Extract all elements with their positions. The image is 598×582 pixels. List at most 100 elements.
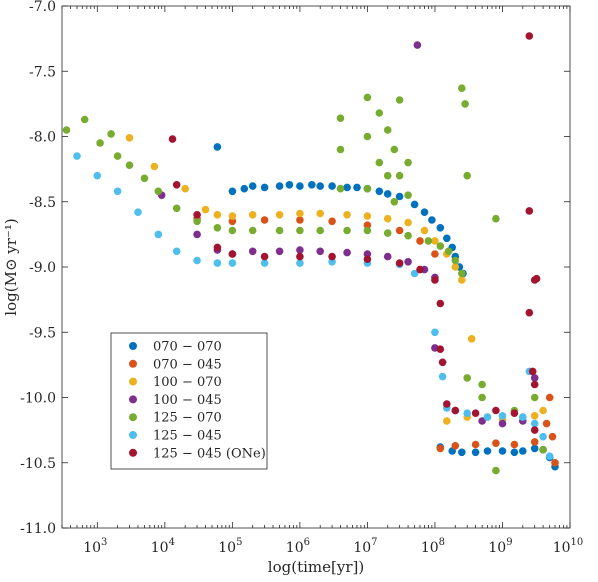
x-tick-label: 108 <box>421 537 445 556</box>
data-point <box>172 247 181 256</box>
data-point <box>363 255 372 263</box>
data-point <box>532 274 541 283</box>
legend-label: 070 − 070 <box>153 340 222 355</box>
data-point <box>395 192 404 201</box>
data-point <box>443 234 451 243</box>
legend-box <box>110 332 268 470</box>
data-point <box>181 184 189 193</box>
data-point <box>530 438 539 446</box>
legend-label: 125 − 070 <box>153 411 222 426</box>
data-point <box>248 211 257 219</box>
data-point <box>471 448 480 457</box>
data-point <box>492 214 500 223</box>
data-point <box>240 184 249 193</box>
data-point <box>248 247 257 256</box>
data-point <box>383 252 392 261</box>
data-point <box>228 217 237 226</box>
legend-marker <box>129 377 137 386</box>
data-point <box>363 184 372 193</box>
data-point <box>383 229 392 237</box>
data-point <box>107 130 115 138</box>
x-tick-label: 107 <box>353 537 377 556</box>
data-point <box>420 226 429 235</box>
data-point <box>316 226 325 235</box>
data-point <box>193 230 201 239</box>
data-point <box>528 367 537 376</box>
data-point <box>248 226 257 235</box>
data-point <box>275 211 284 219</box>
data-point <box>436 242 445 250</box>
data-point <box>525 308 534 317</box>
data-point <box>463 409 472 418</box>
data-point <box>296 216 304 224</box>
data-point <box>395 171 404 180</box>
legend-marker <box>129 342 137 350</box>
y-axis-label: log(M⊙ yr⁻¹) <box>2 218 20 315</box>
data-point <box>316 182 325 190</box>
data-point <box>539 406 547 415</box>
data-point <box>498 412 507 420</box>
data-point <box>431 328 439 337</box>
data-point <box>228 212 237 220</box>
data-point <box>275 226 284 235</box>
data-point <box>424 237 433 245</box>
data-point <box>113 152 122 160</box>
data-point <box>545 452 554 461</box>
data-point <box>80 115 89 124</box>
data-point <box>395 96 404 104</box>
data-point <box>451 406 460 415</box>
data-point <box>510 448 519 457</box>
data-point <box>492 439 500 448</box>
data-point <box>539 432 547 441</box>
data-point <box>328 252 336 261</box>
data-point <box>395 259 404 267</box>
data-point <box>296 226 304 235</box>
y-axis: -11.0 -10.5 -10.0 -9.5 -9.0 -8.5 -8.0 -7.5 -7.0 <box>20 0 570 537</box>
data-point <box>375 158 384 167</box>
data-point <box>416 237 424 245</box>
data-point <box>451 442 460 450</box>
data-point <box>296 252 304 261</box>
data-point <box>168 135 177 143</box>
data-point <box>213 224 222 232</box>
data-point <box>444 247 453 256</box>
legend-marker <box>129 431 137 439</box>
data-point <box>343 248 351 257</box>
data-point <box>545 393 554 402</box>
x-axis-label: log(time[yr]) <box>268 558 364 576</box>
data-point <box>363 132 372 141</box>
legend-marker <box>129 359 137 368</box>
legend-label: 125 − 045 (ONe) <box>153 446 266 461</box>
y-tick-label: -8.0 <box>29 130 56 146</box>
data-point <box>436 224 445 232</box>
data-point <box>525 32 534 40</box>
data-point <box>436 299 445 308</box>
x-tick-label: 103 <box>83 537 107 556</box>
data-point <box>363 221 372 229</box>
data-point <box>213 259 222 267</box>
data-point <box>458 269 466 278</box>
data-point <box>404 231 412 240</box>
data-point <box>296 259 304 267</box>
data-point <box>519 447 527 455</box>
data-point <box>530 444 539 453</box>
data-point <box>260 216 269 224</box>
data-point <box>275 182 284 190</box>
data-point <box>492 466 500 475</box>
data-point <box>316 209 325 218</box>
x-tick-label: 105 <box>218 537 242 556</box>
data-point <box>451 256 460 265</box>
legend-label: 070 − 045 <box>153 357 222 372</box>
data-point <box>343 211 351 219</box>
data-point <box>483 413 492 421</box>
data-point <box>172 181 181 189</box>
data-point <box>463 171 472 180</box>
data-point <box>461 100 469 108</box>
data-point <box>410 269 419 278</box>
data-point <box>548 432 557 441</box>
data-point <box>363 250 372 258</box>
data-point <box>443 417 451 425</box>
data-point <box>140 174 149 183</box>
data-point <box>530 412 539 420</box>
data-point <box>404 218 412 227</box>
